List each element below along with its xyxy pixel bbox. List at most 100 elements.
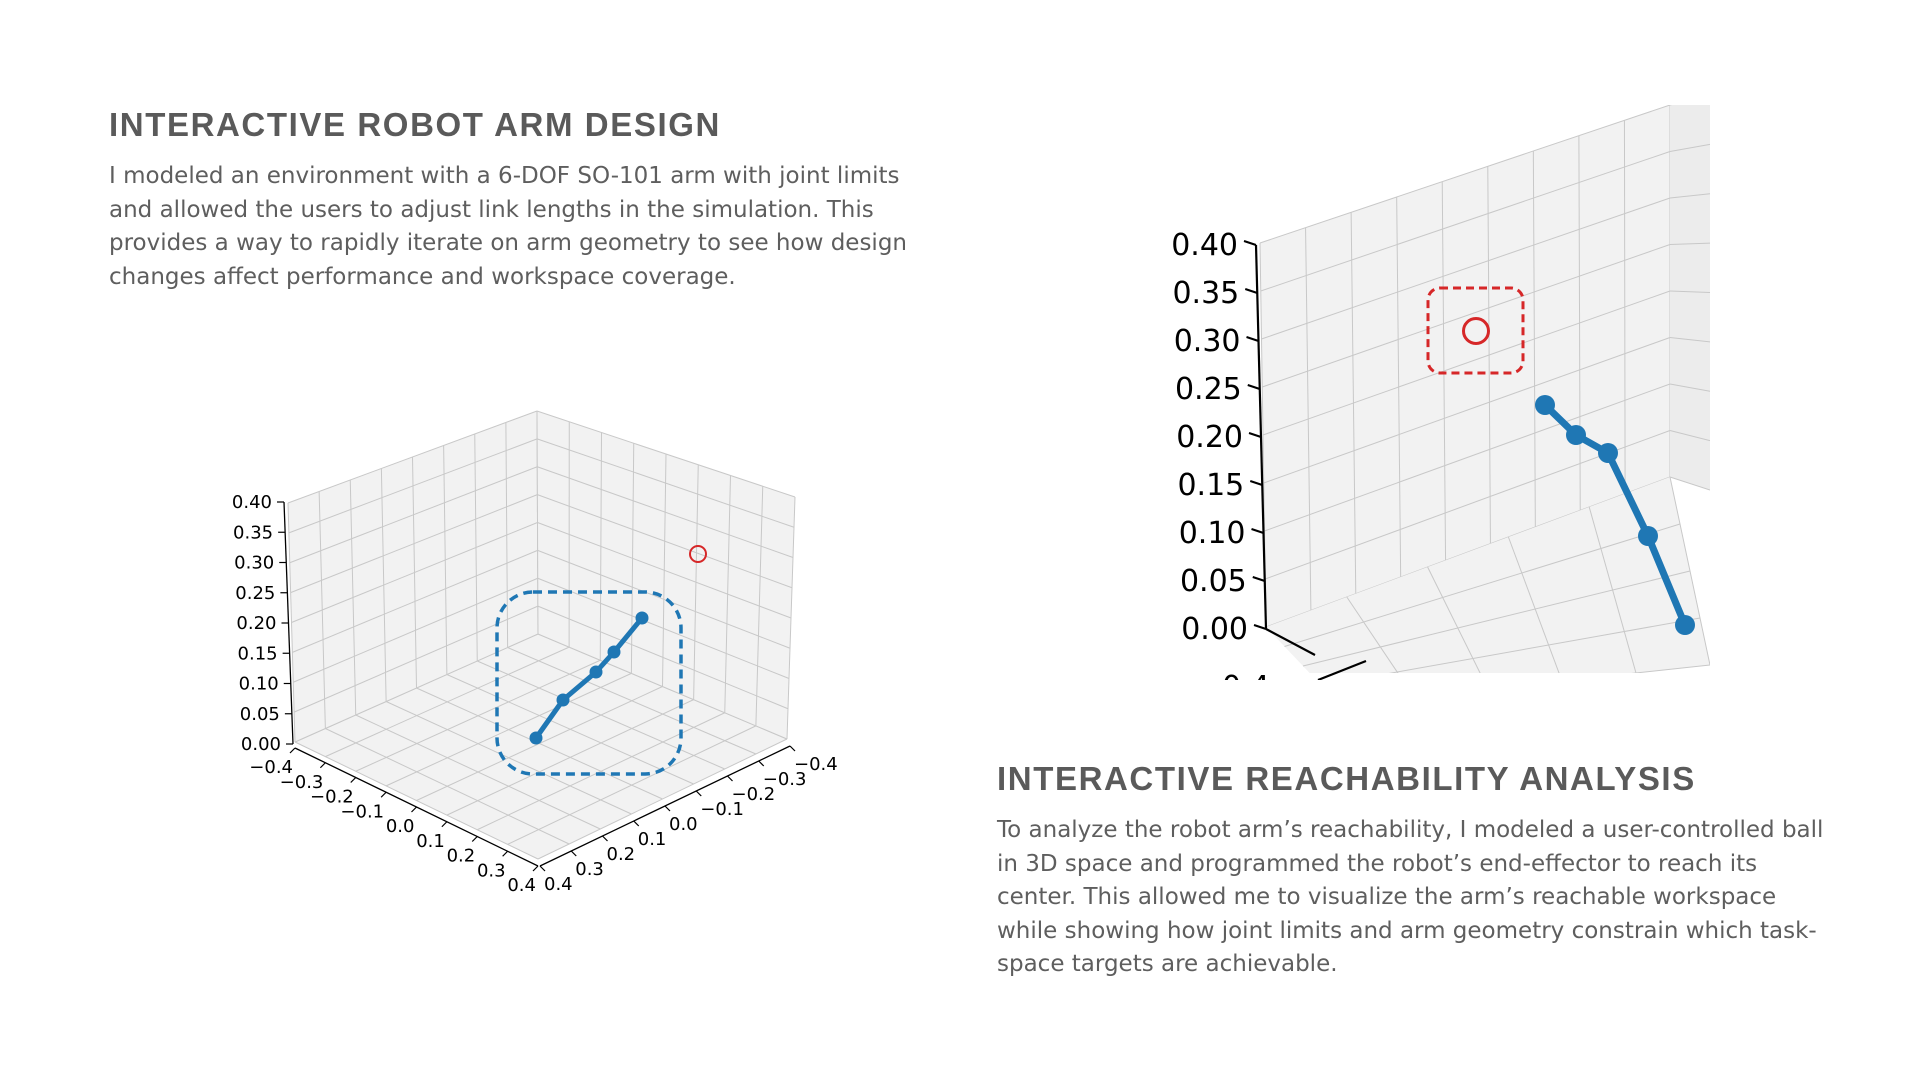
arm-joint-point bbox=[1535, 395, 1555, 415]
arm-joint-point bbox=[1675, 615, 1695, 635]
arm-highlight-box bbox=[495, 590, 683, 776]
z-tick-mark bbox=[1243, 240, 1257, 246]
z-tick-mark bbox=[1251, 528, 1264, 534]
back-wall-pane bbox=[1260, 105, 1670, 627]
arm-joint-point bbox=[635, 611, 649, 625]
x-tick-mark bbox=[502, 850, 509, 857]
z-tick-label: 0.00 bbox=[241, 734, 281, 755]
z-tick-label: 0.05 bbox=[1180, 564, 1247, 599]
right-wall-gridline bbox=[537, 522, 792, 619]
target-ball-point bbox=[689, 545, 707, 563]
arm-joint-point bbox=[1598, 443, 1618, 463]
floor-gridline bbox=[1566, 664, 1710, 680]
floor-gridline bbox=[355, 714, 601, 830]
left-wall-gridline bbox=[289, 466, 538, 564]
x-tick-mark bbox=[380, 791, 387, 798]
reachability-section-description: To analyze the robot arm’s reachability,… bbox=[997, 817, 1824, 977]
arm-joint-point bbox=[1566, 425, 1586, 445]
floor-gridline bbox=[477, 660, 725, 770]
floor-pane bbox=[1266, 477, 1710, 680]
y-tick-mark bbox=[758, 760, 765, 767]
back-wall-gridline bbox=[1264, 383, 1671, 532]
floor-gridline bbox=[446, 674, 694, 785]
floor-gridline bbox=[1284, 523, 1681, 647]
arm-joint-point bbox=[607, 645, 621, 659]
y-tick-mark bbox=[539, 865, 546, 872]
z-tick-label: 0.25 bbox=[235, 583, 275, 604]
z-tick-mark bbox=[1246, 336, 1259, 342]
back-wall-gridline bbox=[1262, 290, 1671, 436]
crop-mask bbox=[1140, 673, 1710, 680]
x-tick-label: −0.1 bbox=[340, 801, 384, 822]
robot-arm-3d-plot: 0.00 0.05 0.10 0.15 0.20 0.25 0.30 0.35 0.40 −0.4… bbox=[232, 410, 838, 896]
x-tick-label: −0.2 bbox=[310, 787, 354, 808]
right-wall-gridline bbox=[537, 577, 790, 679]
reachability-3d-plot: 0.00 0.05 0.10 0.15 0.20 0.25 0.30 0.35 0.40 0.4 bbox=[1140, 105, 1710, 680]
floor-gridline bbox=[385, 701, 632, 815]
side-wall-gridline bbox=[1669, 337, 1710, 343]
right-wall-gridline bbox=[537, 633, 788, 740]
x-tick-label: 0.1 bbox=[416, 831, 445, 852]
side-wall-pane bbox=[1670, 105, 1710, 490]
right-wall-gridline bbox=[536, 438, 795, 528]
floor-gridline bbox=[416, 687, 663, 800]
side-wall-gridline bbox=[1669, 242, 1710, 245]
left-wall-gridline bbox=[287, 410, 538, 504]
floor-gridline bbox=[1302, 570, 1691, 667]
arm-joint-point bbox=[556, 693, 570, 707]
side-wall-gridline bbox=[1669, 430, 1710, 442]
z-tick-mark bbox=[1249, 480, 1263, 486]
x-tick-mark bbox=[350, 777, 357, 783]
floor-gridline bbox=[294, 741, 539, 860]
z-tick-label: 0.25 bbox=[1175, 372, 1242, 407]
design-section-title: INTERACTIVE ROBOT ARM DESIGN bbox=[109, 106, 721, 143]
x-tick-label: 0.2 bbox=[447, 846, 476, 867]
back-wall-gridline bbox=[1260, 151, 1671, 292]
z-tick-label: 0.10 bbox=[1179, 516, 1246, 551]
z-tick-mark bbox=[1248, 432, 1262, 438]
z-tick-mark bbox=[1252, 576, 1266, 582]
y-tick-mark bbox=[602, 835, 608, 842]
y-tick-mark bbox=[570, 850, 577, 857]
y-tick-label: −0.3 bbox=[763, 769, 807, 790]
z-tick-label: 0.35 bbox=[1172, 276, 1239, 311]
z-tick-label: 0.20 bbox=[1176, 420, 1243, 455]
arm-joint-point bbox=[589, 665, 603, 679]
reachability-section-title: INTERACTIVE REACHABILITY ANALYSIS bbox=[997, 760, 1696, 797]
side-wall-gridline bbox=[1669, 290, 1710, 293]
z-tick-label: 0.40 bbox=[1171, 228, 1238, 263]
x-tick-mark bbox=[471, 836, 478, 842]
y-tick-mark bbox=[789, 745, 796, 752]
y-tick-label: −0.4 bbox=[794, 754, 838, 775]
x-tick-label: 0.3 bbox=[477, 860, 506, 881]
x-tick-mark bbox=[532, 865, 539, 872]
back-wall-gridline bbox=[1259, 105, 1671, 244]
x-tick-mark bbox=[441, 821, 448, 828]
left-wall-gridline bbox=[292, 549, 538, 653]
back-wall-gridline bbox=[1263, 337, 1671, 484]
z-tick-label: 0.05 bbox=[240, 704, 280, 725]
floor-gridline bbox=[325, 728, 570, 845]
arm-joint-point bbox=[1638, 526, 1658, 546]
x-tick-mark bbox=[411, 806, 417, 813]
x-axis-line bbox=[1265, 628, 1316, 656]
right-wall-gridline bbox=[537, 466, 794, 558]
floor-gridline bbox=[507, 647, 757, 755]
arm-joint-point bbox=[529, 731, 543, 745]
y-tick-label: 0.1 bbox=[638, 829, 667, 850]
target-highlight-box bbox=[1426, 286, 1525, 375]
z-tick-label: 0.10 bbox=[239, 674, 279, 695]
target-ball-point bbox=[1462, 317, 1490, 345]
side-wall-gridline bbox=[1669, 193, 1710, 199]
y-tick-label: 0.4 bbox=[544, 874, 573, 895]
x-tick-label: 0.0 bbox=[386, 816, 415, 837]
y-axis-line bbox=[1317, 659, 1367, 680]
back-wall-gridline bbox=[1261, 197, 1671, 340]
y-tick-label: 0.2 bbox=[607, 844, 636, 865]
x-tick-label: 0.4 bbox=[507, 875, 536, 896]
z-tick-label: 0.15 bbox=[238, 643, 278, 664]
right-wall-gridline bbox=[536, 410, 796, 498]
right-wall-gridline bbox=[537, 605, 789, 710]
side-wall-gridline bbox=[1669, 143, 1710, 152]
side-wall-gridline bbox=[1669, 476, 1710, 491]
